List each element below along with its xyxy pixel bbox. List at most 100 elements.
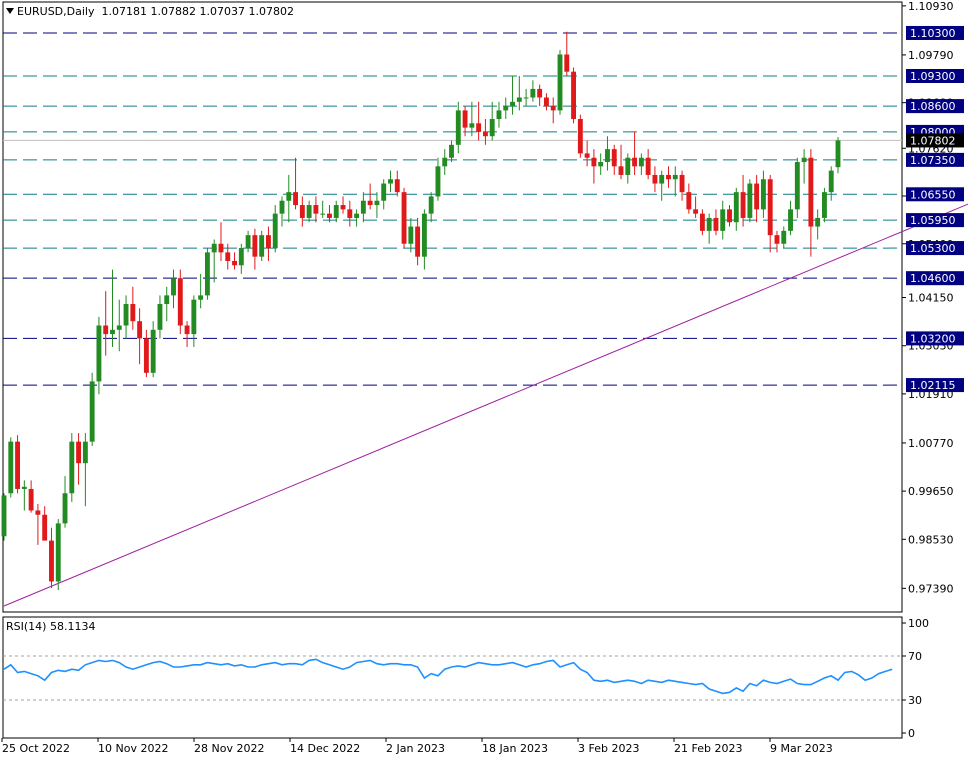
candle-body [103,325,109,335]
candle-body [333,205,339,218]
candle-body [415,226,421,257]
candle-body [367,200,373,206]
open-value: 1.07181 [101,5,147,18]
candle-body [469,123,475,128]
level-badge-label: 1.09300 [910,70,956,83]
candle-body [218,243,224,253]
candle-body [815,217,821,227]
candle-body [96,325,102,382]
candle-body [638,157,644,167]
candle-body [191,299,197,335]
candle-body [747,183,753,218]
candle-body [760,179,766,210]
candle-body [347,209,353,218]
rsi-series: 100 70 30 0 [3,617,929,740]
candle-body [421,213,427,257]
candle-body [245,235,251,249]
rsi-tick-label: 30 [908,694,922,707]
candlestick-series [1,31,841,591]
candle-body [130,303,136,322]
candle-body [76,441,82,464]
candle-body [584,153,590,158]
candle-body [652,174,658,184]
candle-body [659,174,665,184]
candle-body [327,213,332,218]
price-tick-label: 1.04150 [908,292,954,305]
candle-body [482,131,488,137]
time-axis: 25 Oct 2022 10 Nov 2022 28 Nov 2022 14 Dec … [1,738,833,755]
candle-body [523,97,529,99]
candle-body [8,441,14,494]
candle-body [598,162,604,167]
candle-body [116,325,122,330]
candle-body [557,54,563,111]
candle-body [408,226,414,244]
candle-body [713,217,719,231]
candle-body [530,88,536,98]
level-badge-label: 1.04600 [910,272,956,285]
candle-body [157,303,163,330]
price-tick-label: 0.97390 [908,582,954,595]
candle-body [496,110,502,120]
candle-body [503,106,509,111]
time-tick-label: 9 Mar 2023 [770,742,833,755]
candle-body [82,441,88,464]
candle-body [821,192,827,218]
candle-body [537,88,543,98]
candle-body [489,119,495,137]
candle-body [672,174,678,180]
level-badge [906,25,964,40]
candle-body [605,149,610,163]
price-tick-label: 1.09790 [908,49,954,62]
time-tick-label: 3 Feb 2023 [578,742,639,755]
level-badge [906,152,964,167]
candle-body [137,321,143,339]
level-badge [906,213,964,228]
candle-body [828,170,834,193]
high-value: 1.07882 [150,5,196,18]
symbol-label: EURUSD,Daily [17,5,95,18]
candle-body [740,192,746,218]
rsi-header: RSI(14) 58.1134 [6,620,95,633]
candle-body [808,157,814,227]
candle-body [794,162,800,210]
candle-body [313,205,319,214]
candle-body [35,510,41,515]
rsi-label: RSI(14) [6,620,47,633]
candle-body [591,157,597,167]
level-badge [906,271,964,286]
candle-body [265,235,271,249]
candle-body [550,106,556,111]
candle-body [645,157,651,175]
time-tick-label: 25 Oct 2022 [2,742,70,755]
candle-body [428,196,434,214]
candle-body [435,166,441,197]
candle-body [462,110,468,128]
candle-body [259,235,265,257]
candle-body [164,295,170,304]
level-badge-label: 1.02115 [910,379,956,392]
level-badge-label: 1.05950 [910,214,956,227]
candle-body [543,97,549,107]
candle-body [455,110,461,145]
low-value: 1.07037 [199,5,245,18]
candle-body [272,213,278,249]
candle-body [55,523,61,582]
candle-body [42,514,48,541]
candle-body [618,166,624,175]
candle-body [143,338,149,373]
time-tick-label: 14 Dec 2022 [290,742,360,755]
level-badge-label: 1.06550 [910,188,956,201]
dropdown-triangle-icon[interactable] [6,8,14,14]
candle-body [401,192,407,244]
time-tick-label: 28 Nov 2022 [194,742,264,755]
candle-body [15,441,21,489]
candle-body [177,278,183,326]
trendline-layer [3,203,968,607]
level-badge [906,187,964,202]
rsi-tick-label: 0 [908,727,915,740]
chart-header: EURUSD,Daily 1.07181 1.07882 1.07037 1.0… [6,5,294,18]
candle-body [577,119,583,154]
candle-body [706,217,712,231]
candle-body [320,213,326,215]
